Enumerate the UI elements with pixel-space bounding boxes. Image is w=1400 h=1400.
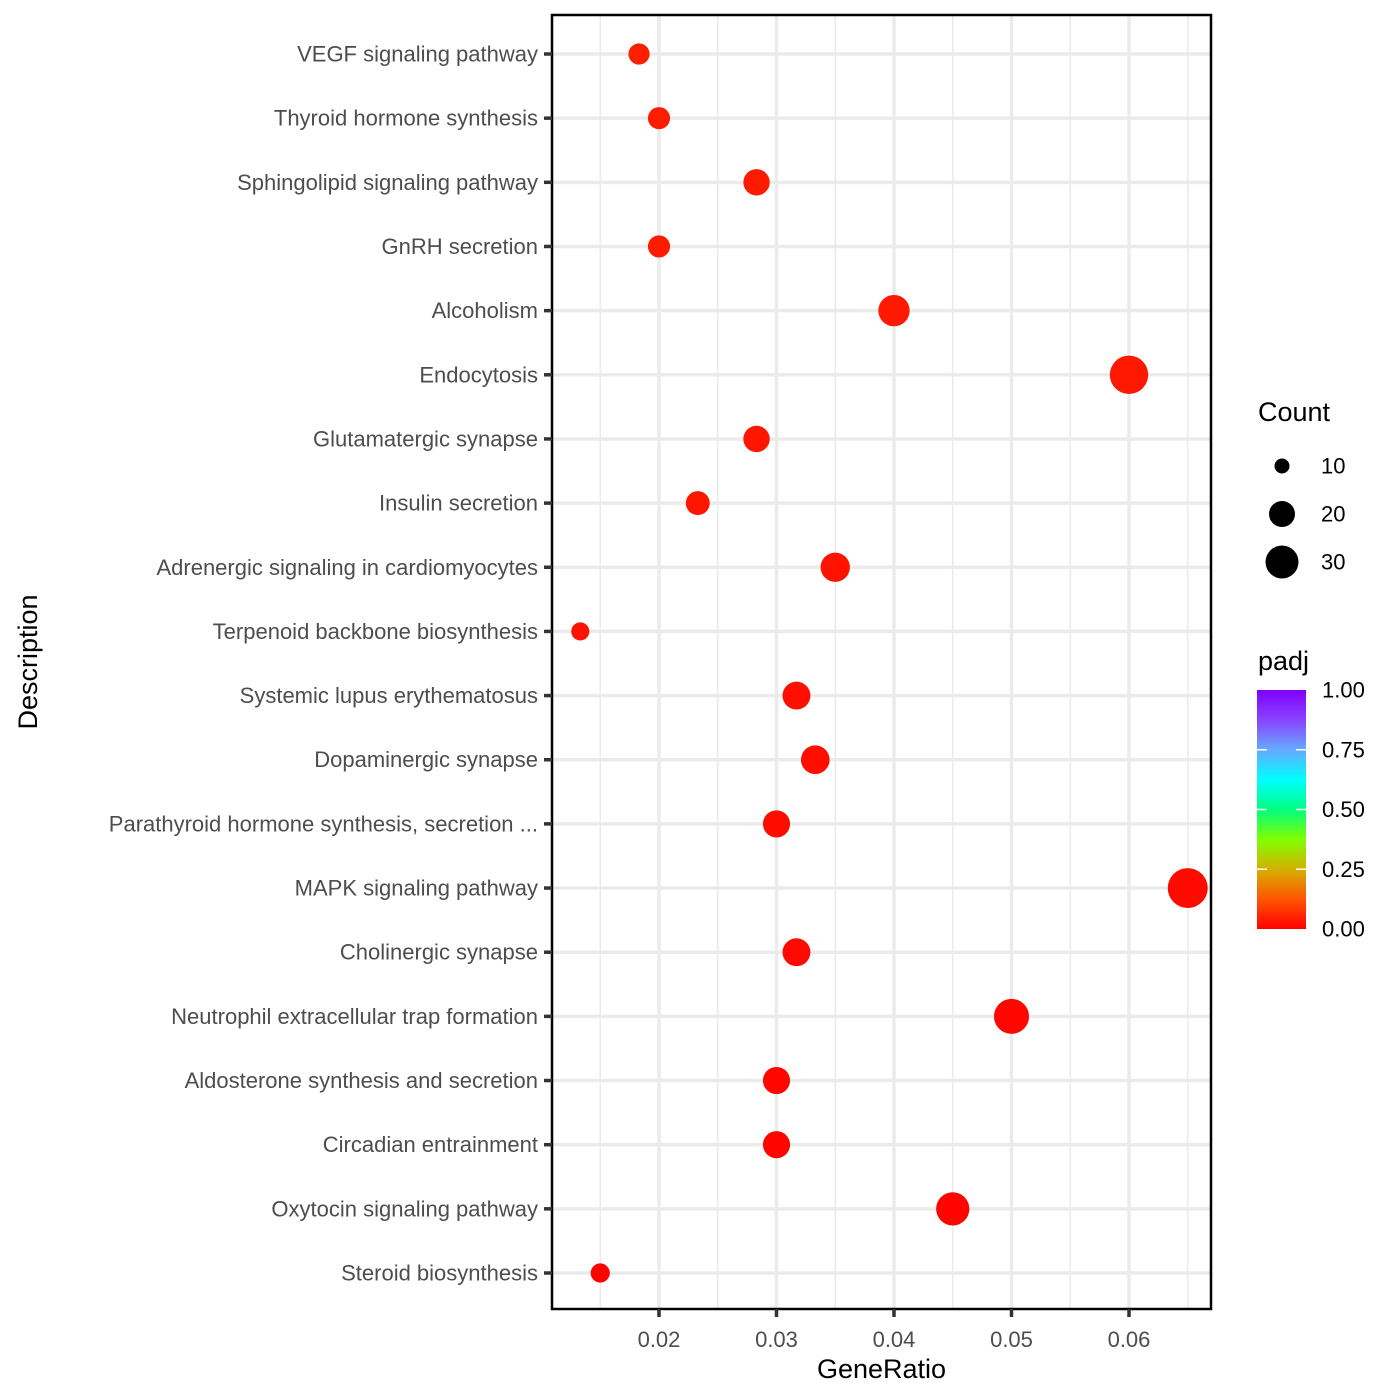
y-tick-label: Insulin secretion	[379, 491, 538, 516]
data-point	[762, 810, 791, 838]
colorbar-label: 0.00	[1322, 917, 1365, 942]
data-point	[782, 681, 811, 710]
y-tick-label: VEGF signaling pathway	[297, 42, 538, 67]
legend-padj: padj 0.00 0.25 0.50 0.75 1.00	[1257, 646, 1365, 942]
data-point	[878, 294, 910, 327]
data-point	[571, 622, 590, 641]
data-point	[762, 1131, 791, 1159]
legend-count-label: 20	[1321, 502, 1345, 527]
data-point	[647, 235, 671, 258]
legend-count-label: 10	[1321, 454, 1345, 479]
legend-count-key	[1274, 458, 1290, 474]
x-tick-label: 0.02	[638, 1327, 681, 1352]
y-tick-label: Endocytosis	[419, 362, 538, 387]
data-point	[685, 491, 710, 516]
data-point	[628, 43, 650, 65]
legend-count: Count 10 20 30	[1258, 397, 1345, 579]
y-tick-label: Steroid biosynthesis	[341, 1261, 538, 1286]
data-point	[782, 938, 811, 967]
panel-border	[550, 13, 1213, 1311]
colorbar-label: 0.50	[1322, 797, 1365, 822]
legend-count-title: Count	[1258, 397, 1331, 427]
data-point	[993, 998, 1030, 1034]
minor-gridlines	[599, 15, 1189, 1309]
data-point	[936, 1192, 970, 1226]
x-axis: 0.02 0.03 0.04 0.05 0.06	[638, 1309, 1151, 1352]
y-tick-label: Dopaminergic synapse	[314, 747, 538, 772]
y-tick-label: Adrenergic signaling in cardiomyocytes	[156, 555, 538, 580]
y-tick-label: Terpenoid backbone biosynthesis	[213, 619, 538, 644]
y-tick-label: Systemic lupus erythematosus	[240, 683, 538, 708]
legend-padj-title: padj	[1258, 646, 1309, 676]
data-point	[590, 1263, 610, 1283]
y-tick-label: Glutamatergic synapse	[313, 426, 538, 451]
y-tick-label: Thyroid hormone synthesis	[274, 106, 538, 131]
colorbar-label: 0.75	[1322, 737, 1365, 762]
legend-count-key	[1265, 545, 1299, 579]
data-point	[800, 745, 830, 775]
y-tick-label: Neutrophil extracellular trap formation	[171, 1004, 538, 1029]
colorbar-label: 0.25	[1322, 857, 1365, 882]
y-tick-label: GnRH secretion	[381, 234, 538, 259]
major-gridlines	[552, 15, 1211, 1309]
x-tick-label: 0.05	[990, 1327, 1033, 1352]
data-point	[762, 1066, 791, 1095]
legend-count-key	[1269, 501, 1295, 527]
data-point	[647, 107, 671, 130]
y-tick-label: Aldosterone synthesis and secretion	[185, 1068, 538, 1093]
x-tick-label: 0.06	[1108, 1327, 1151, 1352]
y-tick-label: Sphingolipid signaling pathway	[237, 170, 538, 195]
y-tick-label: Circadian entrainment	[323, 1132, 538, 1157]
y-axis: VEGF signaling pathway Thyroid hormone sy…	[109, 42, 552, 1286]
data-point	[743, 425, 770, 453]
y-tick-label: Parathyroid hormone synthesis, secretion…	[109, 811, 538, 836]
colorbar-label: 1.00	[1322, 678, 1365, 703]
y-tick-label: MAPK signaling pathway	[295, 876, 538, 901]
y-axis-title: Description	[13, 594, 43, 729]
legend-count-label: 30	[1321, 550, 1345, 575]
y-tick-label: Alcoholism	[432, 298, 538, 323]
y-tick-label: Oxytocin signaling pathway	[271, 1196, 538, 1221]
data-points	[571, 43, 1208, 1283]
x-axis-title: GeneRatio	[817, 1354, 946, 1384]
data-point	[820, 552, 850, 582]
plot-panel	[550, 13, 1213, 1311]
y-tick-label: Cholinergic synapse	[340, 940, 538, 965]
x-tick-label: 0.04	[873, 1327, 916, 1352]
x-tick-label: 0.03	[755, 1327, 798, 1352]
data-point	[1167, 868, 1208, 909]
data-point	[1109, 355, 1149, 394]
data-point	[743, 169, 770, 196]
